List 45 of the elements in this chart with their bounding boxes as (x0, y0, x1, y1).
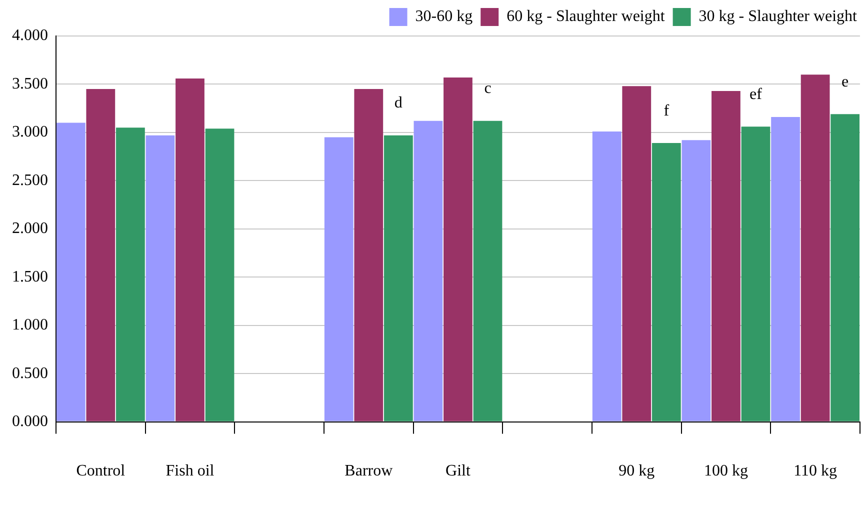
y-tick-label: 3.000 (12, 124, 48, 141)
bar (354, 89, 384, 422)
x-tick-label: Control (76, 462, 126, 480)
bar (800, 74, 830, 422)
bar (384, 135, 413, 422)
x-tick-label: 110 kg (794, 462, 837, 480)
x-tick-label: Fish oil (166, 462, 215, 480)
bar (116, 128, 145, 422)
bar (473, 120, 502, 422)
x-tick-label: Barrow (344, 462, 394, 480)
data-label: e (842, 73, 849, 90)
bar (741, 126, 770, 422)
legend-label: 60 kg - Slaughter weight (506, 8, 666, 26)
bar (771, 117, 800, 422)
data-label: f (664, 102, 670, 120)
bar (682, 140, 711, 422)
y-tick-label: 2.000 (12, 220, 48, 238)
bar (830, 114, 860, 422)
bar (56, 122, 86, 422)
data-label: ef (750, 86, 763, 103)
x-tick-label: 100 kg (704, 462, 748, 480)
y-tick-label: 1.000 (12, 316, 48, 334)
bar (592, 131, 622, 422)
y-tick-label: 1.500 (12, 268, 48, 286)
y-tick-label: 2.500 (12, 172, 48, 189)
bar (712, 90, 740, 422)
bar (444, 77, 472, 422)
data-label: c (484, 80, 492, 98)
y-tick-label: 0.000 (12, 413, 48, 430)
bar (652, 143, 681, 422)
bar (176, 78, 204, 422)
y-tick-label: 3.500 (12, 75, 48, 92)
legend-label: 30-60 kg (415, 8, 473, 26)
data-label: d (394, 94, 402, 112)
y-tick-label: 0.500 (12, 364, 48, 382)
bar (324, 137, 354, 422)
bar (146, 135, 175, 422)
y-tick-label: 4.000 (12, 27, 48, 44)
bar (622, 86, 652, 422)
bar (86, 89, 116, 422)
legend-label: 30 kg - Slaughter weight (698, 8, 858, 26)
bar (205, 128, 234, 422)
bar (414, 120, 443, 422)
x-tick-label: Gilt (446, 462, 471, 480)
x-tick-label: 90 kg (618, 462, 655, 480)
